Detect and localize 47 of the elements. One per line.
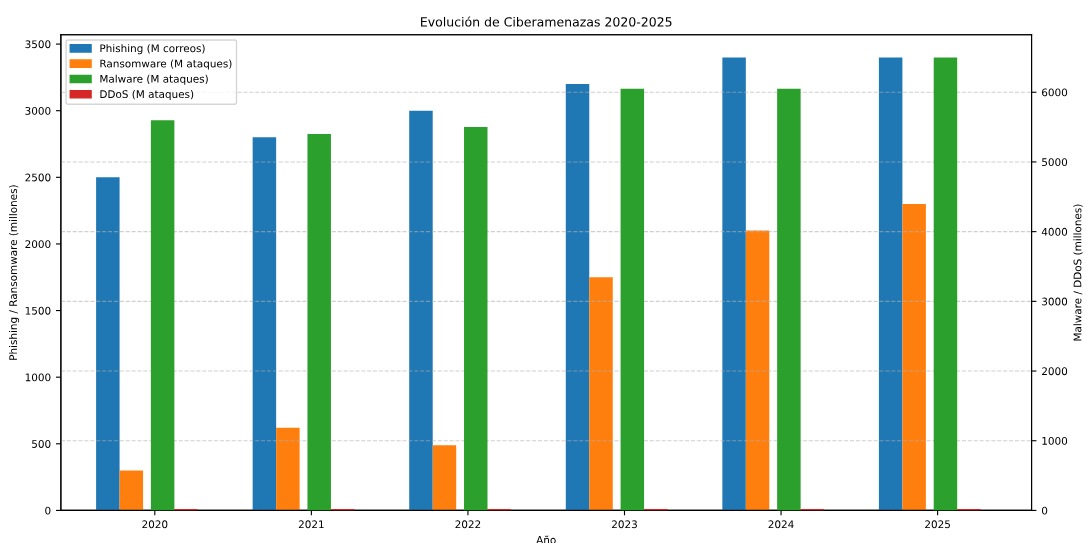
bar xyxy=(620,88,645,511)
y2-tick-label: 1000 xyxy=(1042,436,1068,445)
y2-tick-label: 5000 xyxy=(1042,158,1068,167)
bar xyxy=(902,203,926,511)
y-tick-label: 500 xyxy=(32,440,51,448)
y2-tick-label: 6000 xyxy=(1042,88,1068,97)
bar xyxy=(589,277,613,511)
y-axis-title: Phishing / Ransomware (millones) xyxy=(9,185,20,360)
x-tick-label: 2021 xyxy=(298,520,324,529)
bar xyxy=(565,84,590,511)
bar xyxy=(252,137,277,511)
bar xyxy=(96,177,120,511)
bar xyxy=(119,470,144,511)
x-axis-title: Año xyxy=(536,535,556,543)
y-tick-label: 1500 xyxy=(25,306,51,315)
y-tick-label: 0 xyxy=(45,506,51,515)
y2-tick-label: 4000 xyxy=(1041,227,1068,236)
y2-tick-label: 3000 xyxy=(1042,297,1068,306)
y2-tick-label: 2000 xyxy=(1042,367,1068,376)
bar xyxy=(409,110,433,511)
y-tick-label: 1000 xyxy=(25,373,51,382)
bar xyxy=(307,134,331,511)
legend-label: Malware (M ataques) xyxy=(100,74,208,85)
x-tick-label: 2022 xyxy=(455,520,481,529)
y-tick-label: 3000 xyxy=(25,106,51,115)
bar xyxy=(933,57,958,511)
bar xyxy=(464,127,488,511)
y2-axis-title: Malware / DDoS (millones) xyxy=(1073,204,1083,341)
bar xyxy=(722,57,746,511)
bar xyxy=(150,120,175,511)
x-tick-label: 2024 xyxy=(768,520,794,529)
y-tick-label: 3500 xyxy=(25,40,51,49)
bar xyxy=(745,230,770,511)
y2-tick-label: 0 xyxy=(1041,506,1048,515)
bar xyxy=(432,445,457,511)
chart-title: Evolución de Ciberamenazas 2020-2025 xyxy=(421,16,672,27)
legend-label: DDoS (M ataques) xyxy=(100,90,194,101)
bar xyxy=(878,57,903,511)
legend-label: Phishing (M correos) xyxy=(100,44,205,55)
y-tick-label: 2500 xyxy=(25,173,51,182)
y-tick-label: 2000 xyxy=(25,240,51,249)
bar xyxy=(276,427,300,511)
bar xyxy=(777,88,801,511)
x-tick-label: 2020 xyxy=(142,520,168,529)
x-tick-label: 2025 xyxy=(925,520,950,529)
x-tick-label: 2023 xyxy=(612,520,637,529)
legend-label: Ransomware (M ataques) xyxy=(100,59,232,70)
